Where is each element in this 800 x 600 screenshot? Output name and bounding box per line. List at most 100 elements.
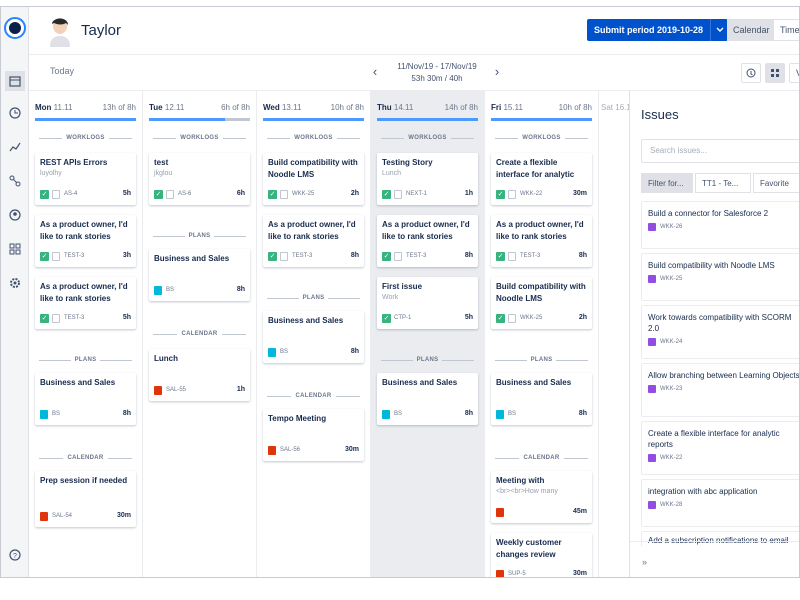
card-title: Business and Sales <box>40 378 116 387</box>
plan-card[interactable]: Business and Sales BS 8h <box>149 249 250 301</box>
workflow-icon[interactable] <box>7 173 23 189</box>
calendar-event-icon <box>496 570 504 577</box>
plan-icon <box>268 348 276 357</box>
day-header: Wed 13.11 10h of 8h <box>263 97 364 121</box>
calendar-card[interactable]: Weekly customer changes review SUP-5 30m <box>491 533 592 577</box>
calendar-card[interactable]: Lunch SAL-55 1h <box>149 349 250 401</box>
tab-filter[interactable]: Filter for... <box>641 173 693 193</box>
submit-period-label: Submit period 2019-10-28 <box>594 25 704 35</box>
worklog-card[interactable]: REST APIs Errors luyolhy ✓ AS-4 5h <box>35 153 136 205</box>
user-icon[interactable] <box>7 207 23 223</box>
section-calendar: CALENDAR <box>149 329 250 339</box>
chevron-left-icon[interactable]: ‹ <box>372 64 378 79</box>
issue-search-input[interactable]: Search issues... <box>641 139 799 163</box>
issue-type-icon <box>52 190 60 199</box>
issue-type-icon <box>508 190 516 199</box>
card-title: Testing Story <box>382 158 433 167</box>
check-icon: ✓ <box>382 314 391 323</box>
check-icon: ✓ <box>268 190 277 199</box>
card-hours: 8h <box>578 252 587 259</box>
calendar-card[interactable]: Meeting with <br><br>How many 45m <box>491 471 592 523</box>
worklog-card[interactable]: Build compatibility with Noodle LMS ✓ WKK… <box>491 277 592 329</box>
calendar-view-tab[interactable]: Calendar <box>727 19 776 41</box>
issue-key: WKK-25 <box>520 315 543 321</box>
issue-type-icon <box>280 252 288 261</box>
worklog-card[interactable]: Testing Story Lunch ✓ NEXT-1 1h <box>377 153 478 205</box>
apps-icon[interactable] <box>7 241 23 257</box>
more-view-button[interactable]: V <box>789 63 799 83</box>
card-hours: 30m <box>572 570 587 577</box>
timesheet-view-tab[interactable]: Time <box>773 19 799 41</box>
issue-key: BS <box>166 287 175 293</box>
today-button[interactable]: Today <box>50 66 75 76</box>
section-plans: PLANS <box>377 355 478 365</box>
card-title: test <box>154 158 169 167</box>
issue-type-icon <box>508 314 516 323</box>
card-description: luyolhy <box>40 170 62 177</box>
card-title: Business and Sales <box>154 254 230 263</box>
avatar[interactable] <box>49 15 71 47</box>
worklog-card[interactable]: As a product owner, I'd like to rank sto… <box>263 215 364 267</box>
issue-filter-tabs: Filter for... TT1 - Te... Favorite <box>641 173 799 193</box>
story-icon <box>648 454 656 462</box>
issue-title: Work towards compatibility with SCORM 2.… <box>648 313 792 333</box>
settings-icon[interactable] <box>7 275 23 291</box>
issue-key: SUP-5 <box>508 571 526 577</box>
issue-item[interactable]: Allow branching between Learning Objects… <box>641 363 799 417</box>
issue-type-icon <box>166 190 174 199</box>
calendar-icon[interactable] <box>5 71 25 91</box>
period-toolbar: Today ‹ 11/Nov/19 - 17/Nov/19 53h 30m / … <box>29 55 799 91</box>
card-title: Meeting with <box>496 476 545 485</box>
issue-item[interactable]: Build a connector for Salesforce 2 WKK-2… <box>641 201 799 249</box>
plan-card[interactable]: Business and Sales BS 8h <box>491 373 592 425</box>
plan-card[interactable]: Business and Sales BS 8h <box>377 373 478 425</box>
help-icon[interactable]: ? <box>7 547 23 563</box>
issue-item[interactable]: Work towards compatibility with SCORM 2.… <box>641 305 799 359</box>
tempo-logo[interactable] <box>4 17 26 39</box>
card-hours: 5h <box>122 314 131 321</box>
issue-key: WKK-25 <box>660 276 683 282</box>
clock-icon[interactable] <box>7 105 23 121</box>
issue-title: Build a connector for Salesforce 2 <box>648 209 769 218</box>
calendar-event-icon <box>268 446 276 455</box>
issue-key: CTP-1 <box>394 315 412 321</box>
worklog-card[interactable]: As a product owner, I'd like to rank sto… <box>35 277 136 329</box>
issue-key: WKK-24 <box>660 339 683 345</box>
calendar-card[interactable]: Prep session if needed SAL-54 30m <box>35 471 136 527</box>
plan-card[interactable]: Business and Sales BS 8h <box>35 373 136 425</box>
card-hours: 8h <box>464 410 473 417</box>
worklog-card[interactable]: test jkglou ✓ AS-6 6h <box>149 153 250 205</box>
issue-title: Add a subscription notifications to emai… <box>648 536 789 545</box>
grid-view-icon[interactable] <box>765 63 785 83</box>
submit-period-button[interactable]: Submit period 2019-10-28 <box>587 19 729 41</box>
worklog-card[interactable]: As a product owner, I'd like to rank sto… <box>491 215 592 267</box>
collapse-panel-icon[interactable]: » <box>642 557 648 567</box>
issue-item[interactable]: Create a flexible interface for analytic… <box>641 421 799 475</box>
tab-favorite[interactable]: Favorite <box>753 173 799 193</box>
section-calendar: CALENDAR <box>35 453 136 463</box>
reports-icon[interactable] <box>7 139 23 155</box>
worklog-card[interactable]: As a product owner, I'd like to rank sto… <box>35 215 136 267</box>
chevron-right-icon[interactable]: › <box>494 64 500 79</box>
day-date: 13.11 <box>281 103 302 112</box>
tab-project[interactable]: TT1 - Te... <box>695 173 751 193</box>
issue-item[interactable]: Build compatibility with Noodle LMS WKK-… <box>641 253 799 301</box>
worklog-card[interactable]: Create a flexible interface for analytic… <box>491 153 592 205</box>
info-icon[interactable] <box>741 63 761 83</box>
worklog-card[interactable]: First issue Work ✓ CTP-1 5h <box>377 277 478 329</box>
day-header: Fri 15.11 10h of 8h <box>491 97 592 121</box>
issue-key: AS-4 <box>64 191 78 197</box>
worklog-card[interactable]: As a product owner, I'd like to rank sto… <box>377 215 478 267</box>
chevron-down-icon[interactable] <box>710 19 728 41</box>
section-worklogs: WORKLOGS <box>263 133 364 143</box>
issue-item[interactable]: integration with abc application WKK-28 <box>641 479 799 527</box>
card-hours: 1h <box>236 386 245 393</box>
plan-card[interactable]: Business and Sales BS 8h <box>263 311 364 363</box>
card-hours: 2h <box>350 190 359 197</box>
day-column-tue: Tue 12.11 6h of 8h WORKLOGS test jkglou … <box>143 91 257 577</box>
issue-item[interactable]: Add a subscription notifications to emai… <box>641 531 799 547</box>
day-name: Wed <box>263 103 280 112</box>
day-date: 14.11 <box>393 103 414 112</box>
worklog-card[interactable]: Build compatibility with Noodle LMS ✓ WKK… <box>263 153 364 205</box>
calendar-card[interactable]: Tempo Meeting SAL-56 30m <box>263 409 364 461</box>
